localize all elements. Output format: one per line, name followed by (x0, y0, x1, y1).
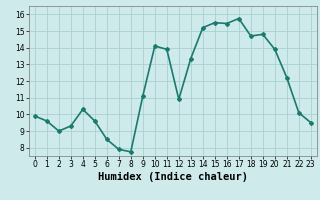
X-axis label: Humidex (Indice chaleur): Humidex (Indice chaleur) (98, 172, 248, 182)
